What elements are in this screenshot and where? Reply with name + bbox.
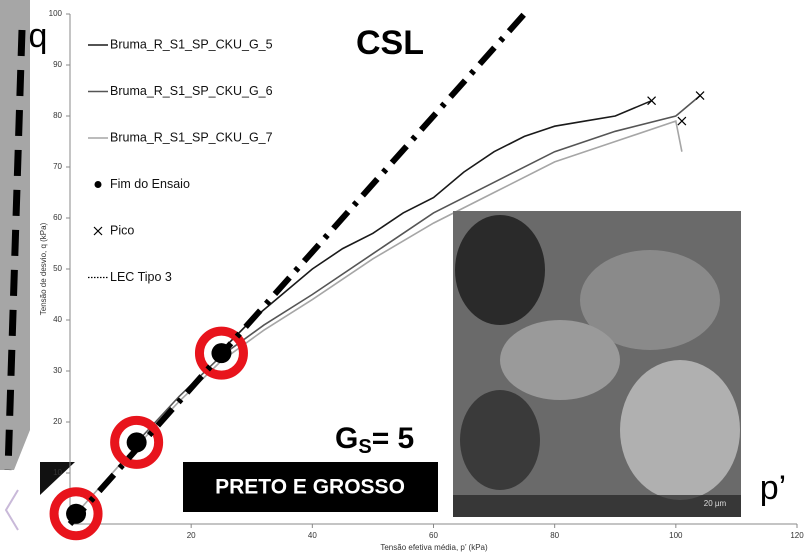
y-tick-label: 40 [53,315,62,324]
y-tick-label: 60 [53,213,62,222]
p-label: p’ [760,469,786,507]
legend-label: Fim do Ensaio [110,177,190,191]
legend-label: Bruma_R_S1_SP_CKU_G_7 [110,130,273,144]
gs-sub: S [358,436,371,458]
legend-label: Pico [110,223,134,237]
q-label: q [29,17,48,55]
peak-marker [647,96,657,106]
highlight-ring [110,415,164,469]
peak-marker [695,91,705,101]
legend-swatch [94,181,102,188]
y-tick-label: 50 [53,264,62,273]
sem-grain [580,250,720,350]
csl-line [67,12,527,526]
gs-rest: = 5 [372,422,415,455]
legend-label: LEC Tipo 3 [110,270,172,284]
gs-label: GS= 5 [335,422,414,458]
y-tick-label: 100 [49,9,63,18]
x-axis-title: Tensão efetiva média, p’ (kPa) [380,543,488,552]
sem-grain [620,360,740,500]
x-tick-label: 100 [669,531,683,540]
csl-label: CSL [356,24,424,62]
x-tick-label: 80 [550,531,559,540]
x-tick-label: 60 [429,531,438,540]
peak-marker [677,116,687,126]
x-tick-label: 120 [790,531,804,540]
sem-shadow [460,390,540,490]
sem-shadow [455,215,545,325]
sem-image: 20 µm [453,211,741,517]
y-tick-label: 80 [53,111,62,120]
series-line [136,94,701,443]
y-tick-label: 90 [53,60,62,69]
legend-swatch [93,226,103,236]
y-tick-label: 20 [53,417,62,426]
x-tick-label: 20 [187,531,196,540]
gs-main: G [335,422,358,455]
label-box-text: PRETO E GROSSO [215,476,405,499]
sem-scale: 20 µm [704,499,727,508]
sem-grain [500,320,620,400]
series-line [220,99,652,352]
decor-arrow [4,489,19,531]
highlight-ring [194,326,248,380]
legend-label: Bruma_R_S1_SP_CKU_G_5 [110,37,273,51]
highlight-ring [49,487,103,541]
decor-arrowhead [40,462,75,495]
legend-label: Bruma_R_S1_SP_CKU_G_6 [110,84,273,98]
y-tick-label: 10 [53,468,62,477]
x-tick-label: 40 [308,531,317,540]
label-box [183,462,438,512]
sem-footer [453,495,741,517]
y-tick-label: 30 [53,366,62,375]
decor-dash [4,29,26,471]
y-tick-label: 70 [53,162,62,171]
y-axis-title: Tensão de desvio, q (kPa) [39,222,48,315]
